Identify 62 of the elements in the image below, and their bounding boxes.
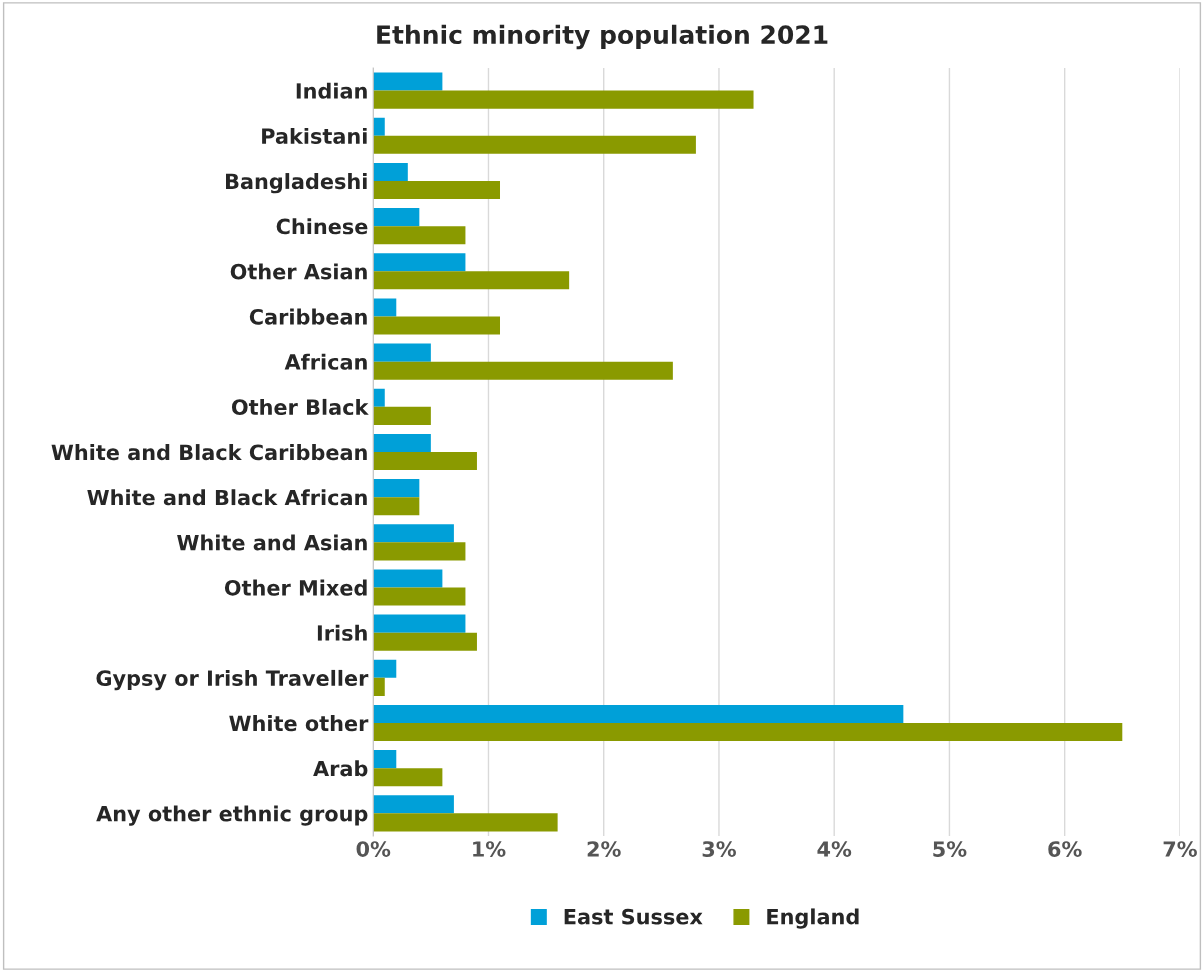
bar: [373, 226, 466, 245]
bar: [373, 253, 466, 272]
bar: [373, 768, 443, 787]
bar: [373, 208, 420, 227]
bar: [373, 677, 385, 696]
y-tick-label: Any other ethnic group: [96, 805, 368, 826]
x-tick-label: 0%: [356, 841, 391, 857]
bar: [373, 451, 477, 471]
legend-label: England: [767, 908, 859, 929]
legend-label: East Sussex: [564, 908, 703, 925]
y-tick-label: White and Asian: [177, 534, 367, 551]
y-tick-label: Chinese: [276, 218, 368, 235]
y-tick-label: Other Asian: [230, 263, 367, 280]
bar: [373, 162, 408, 181]
y-tick-label: Other Black: [231, 398, 369, 416]
bar: [373, 497, 420, 516]
bar: [373, 298, 397, 317]
y-tick-label: African: [284, 353, 367, 370]
bar: [373, 135, 696, 154]
y-tick-label: Irish: [317, 624, 367, 641]
x-tick-label: 1%: [473, 841, 506, 857]
x-tick-label: 2%: [587, 841, 621, 857]
bar: [373, 361, 673, 380]
y-tick-label: Gypsy or Irish Traveller: [96, 669, 369, 691]
bar: [373, 180, 500, 200]
y-tick-label: White and Black African: [87, 489, 367, 506]
y-tick-label: Indian: [296, 82, 367, 99]
bar: [373, 117, 385, 136]
y-tick-label: Other Mixed: [224, 579, 367, 596]
x-tick-label: 5%: [933, 841, 967, 857]
bar: [373, 659, 397, 678]
y-tick-label: Arab: [313, 760, 368, 777]
bar: [373, 343, 431, 362]
bar: [373, 750, 397, 769]
x-tick-label: 7%: [1163, 841, 1197, 857]
bar: [373, 542, 466, 561]
y-tick-label: Pakistani: [262, 127, 367, 145]
bar: [373, 72, 443, 91]
bar: [373, 316, 500, 335]
bar: [373, 795, 454, 814]
bar: [373, 90, 754, 109]
bar: [373, 524, 454, 543]
y-tick-label: White and Black Caribbean: [51, 444, 367, 461]
x-tick-label: 3%: [702, 841, 736, 857]
bar: [373, 723, 1123, 742]
x-tick-label: 6%: [1048, 841, 1082, 857]
bar: [373, 569, 443, 588]
x-tick-label: 4%: [817, 841, 852, 857]
bar: [373, 388, 385, 407]
y-tick-label: Bangladeshi: [226, 173, 367, 194]
bar: [373, 433, 431, 452]
y-tick-label: Caribbean: [249, 308, 367, 325]
y-tick-label: White other: [229, 715, 369, 732]
bar: [373, 704, 904, 723]
bar: [373, 271, 570, 290]
bar: [373, 632, 477, 651]
chart-title: Ethnic minority population 2021: [377, 24, 828, 50]
bar: [373, 614, 466, 633]
bar: [373, 587, 466, 606]
bar: [373, 406, 431, 425]
bar: [373, 479, 420, 498]
bar: [373, 813, 558, 832]
